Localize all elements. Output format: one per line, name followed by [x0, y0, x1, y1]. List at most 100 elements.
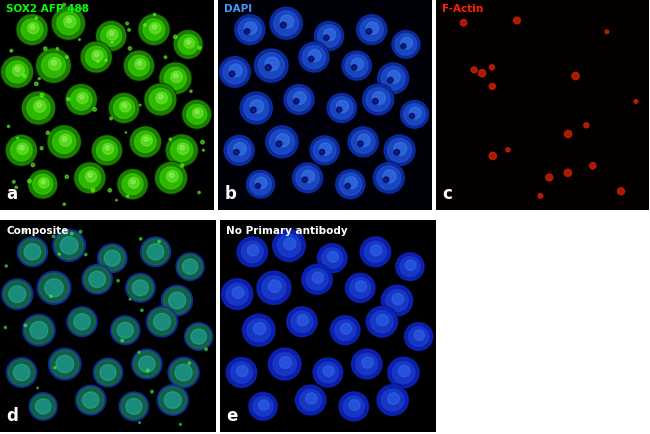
Circle shape — [247, 319, 270, 342]
Circle shape — [244, 95, 268, 120]
Circle shape — [121, 394, 147, 419]
Point — [487, 83, 497, 90]
Circle shape — [59, 134, 72, 146]
Circle shape — [382, 389, 404, 411]
Point — [31, 14, 42, 21]
Circle shape — [107, 29, 118, 40]
Circle shape — [8, 359, 35, 385]
Circle shape — [328, 251, 339, 262]
Circle shape — [114, 98, 135, 118]
Circle shape — [377, 385, 408, 415]
Circle shape — [372, 99, 378, 104]
Point — [198, 147, 209, 154]
Circle shape — [302, 264, 332, 294]
Point — [66, 230, 77, 237]
Circle shape — [103, 143, 114, 155]
Circle shape — [31, 395, 55, 418]
Circle shape — [265, 57, 279, 71]
Circle shape — [357, 15, 387, 44]
Circle shape — [294, 385, 327, 416]
Circle shape — [17, 15, 47, 44]
Text: e: e — [226, 408, 238, 425]
Circle shape — [367, 306, 397, 337]
Circle shape — [317, 244, 347, 273]
Circle shape — [159, 387, 187, 414]
Circle shape — [234, 14, 266, 45]
Circle shape — [159, 62, 192, 95]
Point — [117, 337, 127, 344]
Circle shape — [171, 139, 193, 161]
Point — [59, 1, 70, 8]
Circle shape — [291, 311, 313, 332]
Circle shape — [65, 83, 98, 115]
Circle shape — [341, 323, 352, 334]
Circle shape — [280, 22, 286, 28]
Circle shape — [94, 52, 99, 57]
Point — [1, 263, 12, 270]
Circle shape — [1, 56, 34, 89]
Circle shape — [324, 29, 336, 40]
Circle shape — [36, 399, 51, 414]
Circle shape — [45, 279, 63, 297]
Circle shape — [164, 391, 181, 408]
Circle shape — [85, 171, 97, 182]
Circle shape — [356, 281, 367, 292]
Text: No Primary antibody: No Primary antibody — [226, 227, 348, 237]
Point — [19, 227, 29, 234]
Point — [93, 58, 103, 65]
Circle shape — [246, 170, 275, 199]
Circle shape — [20, 145, 24, 150]
Point — [24, 178, 34, 184]
Circle shape — [92, 50, 103, 61]
Point — [28, 161, 38, 168]
Circle shape — [352, 130, 375, 153]
Circle shape — [380, 284, 413, 317]
Circle shape — [296, 166, 319, 189]
Circle shape — [274, 11, 299, 36]
Circle shape — [111, 316, 140, 345]
Text: F-Actin: F-Actin — [442, 4, 483, 14]
Circle shape — [286, 306, 318, 337]
Circle shape — [24, 243, 41, 260]
Circle shape — [352, 349, 382, 379]
Circle shape — [265, 65, 271, 71]
Point — [81, 251, 91, 258]
Circle shape — [324, 35, 329, 40]
Circle shape — [391, 30, 421, 59]
Point — [201, 346, 211, 353]
Circle shape — [187, 40, 190, 44]
Circle shape — [174, 31, 202, 58]
Circle shape — [220, 57, 250, 87]
Circle shape — [6, 135, 36, 165]
Circle shape — [4, 281, 31, 308]
Circle shape — [177, 254, 202, 279]
Point — [194, 189, 204, 196]
Circle shape — [386, 289, 408, 312]
Circle shape — [2, 279, 33, 309]
Point — [602, 28, 612, 35]
Circle shape — [171, 71, 183, 82]
Circle shape — [126, 398, 142, 414]
Circle shape — [330, 97, 353, 119]
Circle shape — [394, 142, 407, 155]
Circle shape — [414, 330, 424, 340]
Point — [20, 322, 31, 329]
Point — [124, 26, 134, 33]
Circle shape — [96, 140, 118, 161]
Circle shape — [273, 230, 306, 261]
Circle shape — [337, 101, 348, 112]
Circle shape — [309, 56, 314, 62]
Circle shape — [259, 400, 269, 410]
Point — [32, 385, 43, 391]
Circle shape — [79, 167, 101, 188]
Circle shape — [273, 352, 296, 375]
Point — [52, 45, 62, 52]
Circle shape — [162, 285, 192, 316]
Circle shape — [164, 67, 187, 89]
Circle shape — [244, 22, 257, 34]
Circle shape — [144, 83, 177, 116]
Point — [37, 180, 47, 187]
Circle shape — [6, 61, 28, 83]
Circle shape — [8, 286, 26, 302]
Circle shape — [370, 245, 382, 256]
